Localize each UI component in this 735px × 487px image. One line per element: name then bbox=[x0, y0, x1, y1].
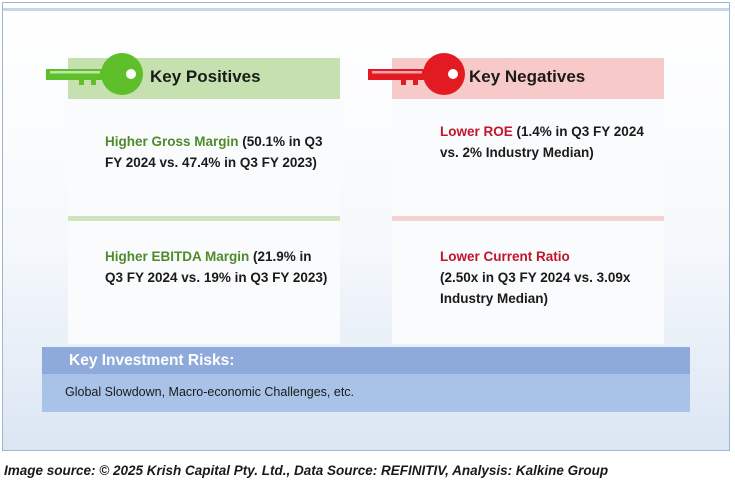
positive-item-detail: (50.1% in Q3 FY 2024 vs. 47.4% in Q3 FY … bbox=[105, 134, 323, 170]
negatives-title: Key Negatives bbox=[469, 67, 586, 86]
positive-item-highlight: Higher EBITDA Margin bbox=[105, 249, 250, 264]
negative-item-highlight: Lower Current Ratio bbox=[440, 249, 570, 264]
negative-item: Lower ROE (1.4% in Q3 FY 2024 vs. 2% Ind… bbox=[440, 121, 655, 163]
negative-item-highlight: Lower ROE bbox=[440, 124, 513, 139]
positives-title: Key Positives bbox=[150, 67, 261, 86]
positive-item-highlight: Higher Gross Margin bbox=[105, 134, 239, 149]
positive-item: Higher EBITDA Margin (21.9% in Q3 FY 202… bbox=[105, 246, 330, 288]
green-key-icon bbox=[46, 53, 143, 95]
negative-item-detail: (1.4% in Q3 FY 2024 vs. 2% Industry Medi… bbox=[440, 124, 644, 160]
negatives-divider bbox=[392, 216, 664, 221]
positive-item-detail: (21.9% in Q3 FY 2024 vs. 19% in Q3 FY 20… bbox=[105, 249, 328, 285]
risks-body: Global Slowdown, Macro-economic Challeng… bbox=[42, 374, 690, 412]
image-caption: Image source: © 2025 Krish Capital Pty. … bbox=[4, 463, 609, 478]
positive-item: Higher Gross Margin (50.1% in Q3 FY 2024… bbox=[105, 131, 330, 173]
risks-title: Key Investment Risks: bbox=[42, 347, 690, 374]
negatives-panel bbox=[392, 100, 664, 344]
positives-panel bbox=[68, 100, 340, 344]
top-rule bbox=[3, 8, 729, 11]
negative-item: Lower Current Ratio (2.50x in Q3 FY 2024 … bbox=[440, 246, 655, 309]
red-key-icon bbox=[368, 53, 465, 95]
negative-item-detail: (2.50x in Q3 FY 2024 vs. 3.09x Industry … bbox=[440, 270, 631, 306]
positives-divider bbox=[68, 216, 340, 221]
